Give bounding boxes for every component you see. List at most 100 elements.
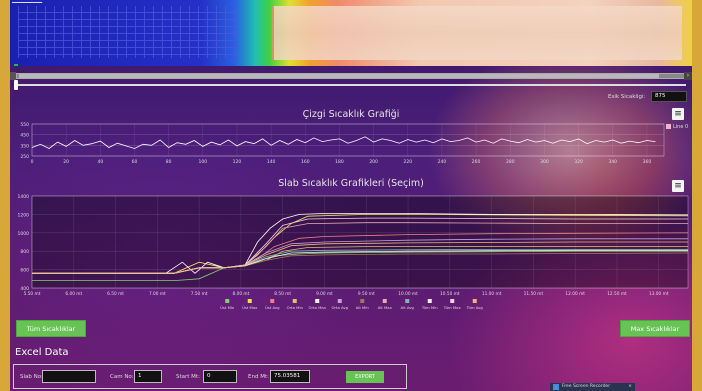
x-tick-label: 7.00 mt bbox=[149, 291, 166, 297]
x-tick-label: 200 bbox=[369, 159, 378, 165]
position-slider-track[interactable] bbox=[16, 84, 686, 86]
line-chart: 250 350 450 550 0 20 40 60 80 100 120 140 160 180 200 2… bbox=[20, 122, 665, 165]
start-mt-input[interactable]: 0 bbox=[203, 370, 237, 383]
x-tick-label: 320 bbox=[574, 159, 583, 165]
y-tick-label: 1000 bbox=[18, 231, 30, 237]
x-tick-label: 7.50 mt bbox=[191, 291, 208, 297]
legend-label: Tüm Min bbox=[421, 305, 438, 310]
x-tick-label: 10.00 mt bbox=[398, 291, 418, 297]
excel-data-panel: Slab No: Cam No: 1 Start Mt: 0 End Mt: 7… bbox=[13, 364, 407, 389]
x-tick-label: 180 bbox=[335, 159, 344, 165]
legend-label: Tüm Avg bbox=[466, 305, 484, 310]
x-tick-label: 8.50 mt bbox=[274, 291, 291, 297]
x-tick-label: 60 bbox=[132, 159, 138, 165]
slab-chart-title: Slab Sıcaklık Grafikleri (Seçim) bbox=[278, 178, 424, 189]
y-tick-label: 450 bbox=[20, 133, 29, 139]
cam-no-input[interactable]: 1 bbox=[134, 370, 162, 383]
max-sicakliklar-button[interactable]: Max Sıcaklıklar bbox=[620, 320, 690, 337]
recorder-close-icon[interactable]: × bbox=[628, 384, 632, 389]
recorder-label: Free Screen Recorder bbox=[562, 384, 611, 389]
x-tick-label: 12.00 mt bbox=[565, 291, 585, 297]
x-tick-label: 8.00 mt bbox=[233, 291, 250, 297]
legend-label: Orta Max bbox=[309, 305, 327, 310]
series-line bbox=[32, 213, 689, 274]
thermal-image[interactable]: ━━━━━━━━━━ bbox=[10, 0, 692, 66]
esik-input[interactable]: 875 bbox=[651, 91, 687, 102]
legend-label: Üst Max bbox=[242, 305, 258, 310]
series-line bbox=[32, 214, 689, 274]
legend-swatch bbox=[472, 299, 477, 303]
y-tick-label: 550 bbox=[20, 122, 29, 128]
start-mt-label: Start Mt: bbox=[176, 374, 200, 380]
line-chart-menu-icon[interactable]: ≡ bbox=[672, 108, 684, 120]
y-tick-label: 600 bbox=[20, 268, 29, 274]
legend-label: Alt Avg bbox=[401, 305, 415, 310]
y-tick-label: 1200 bbox=[18, 212, 30, 218]
thermal-label: ━━━━━━━━━━ bbox=[12, 0, 43, 6]
thermal-marker bbox=[14, 64, 18, 66]
horizontal-scrollbar[interactable] bbox=[16, 73, 686, 79]
app-window: ━━━━━━━━━━ › Esik Sicakligi: 875 Çizgi S… bbox=[10, 0, 692, 391]
thermal-grid-pattern bbox=[18, 6, 238, 58]
x-tick-label: 12.50 mt bbox=[607, 291, 627, 297]
legend-label: Orta Avg bbox=[331, 305, 348, 310]
plot-area bbox=[31, 195, 689, 289]
x-tick-label: 140 bbox=[267, 159, 276, 165]
screen-recorder-badge[interactable]: Free Screen Recorder × bbox=[550, 383, 635, 391]
y-tick-label: 800 bbox=[20, 249, 29, 255]
legend-swatch bbox=[360, 299, 365, 303]
x-tick-label: 0 bbox=[31, 159, 34, 165]
x-tick-label: 280 bbox=[506, 159, 515, 165]
legend-swatch bbox=[225, 299, 230, 303]
legend-label: Line 0 bbox=[673, 124, 689, 130]
legend-swatch bbox=[337, 299, 342, 303]
x-tick-label: 11.50 mt bbox=[524, 291, 544, 297]
line-chart-legend[interactable]: Line 0 bbox=[666, 124, 688, 130]
recorder-icon bbox=[553, 384, 559, 390]
legend-label: Alt Min bbox=[356, 305, 370, 310]
x-tick-label: 11.00 mt bbox=[482, 291, 502, 297]
legend-swatch bbox=[247, 299, 252, 303]
end-mt-label: End Mt: bbox=[248, 374, 269, 380]
series-line bbox=[31, 136, 656, 149]
scroll-right-button[interactable]: › bbox=[684, 72, 692, 80]
legend-swatch bbox=[666, 124, 671, 129]
scrollbar-thumb[interactable] bbox=[19, 74, 659, 78]
x-tick-label: 9.50 mt bbox=[358, 291, 375, 297]
legend-label: Orta Min bbox=[287, 305, 304, 310]
x-tick-label: 300 bbox=[540, 159, 549, 165]
x-tick-label: 100 bbox=[199, 159, 208, 165]
tum-sicakliklar-button[interactable]: Tüm Sıcaklıklar bbox=[16, 320, 86, 337]
scroll-left-button[interactable] bbox=[10, 72, 16, 80]
x-tick-label: 5.50 mt bbox=[24, 291, 41, 297]
x-tick-label: 9.00 mt bbox=[316, 291, 333, 297]
series-line bbox=[32, 241, 688, 274]
slab-chart: 400 600 800 1000 1200 1400 5.50 mt 6.00 mt 6.50 … bbox=[18, 194, 689, 310]
legend-label: Alt Max bbox=[378, 305, 393, 310]
x-tick-label: 40 bbox=[97, 159, 103, 165]
legend-swatch bbox=[382, 299, 387, 303]
x-tick-label: 220 bbox=[403, 159, 412, 165]
legend-swatch bbox=[270, 299, 275, 303]
legend-label: Üst Min bbox=[220, 305, 235, 310]
legend-swatch bbox=[405, 299, 410, 303]
end-mt-input[interactable]: 75.03581 bbox=[270, 370, 310, 383]
line-chart-title: Çizgi Sıcaklık Grafiği bbox=[302, 109, 400, 120]
position-slider-thumb[interactable] bbox=[14, 80, 18, 90]
y-tick-label: 400 bbox=[20, 286, 29, 292]
x-tick-label: 13.00 mt bbox=[649, 291, 669, 297]
legend-label: Üst Avg bbox=[265, 305, 280, 310]
plot-area bbox=[31, 123, 665, 157]
slab-no-label: Slab No: bbox=[20, 374, 43, 380]
y-tick-label: 250 bbox=[20, 154, 29, 160]
excel-data-title: Excel Data bbox=[15, 347, 69, 358]
export-button[interactable]: EXPORT bbox=[346, 371, 384, 383]
x-tick-label: 120 bbox=[233, 159, 242, 165]
legend-label: Tüm Max bbox=[443, 305, 462, 310]
legend-swatch bbox=[292, 299, 297, 303]
slab-chart-menu-icon[interactable]: ≡ bbox=[672, 180, 684, 192]
slab-no-input[interactable] bbox=[42, 370, 96, 383]
x-tick-label: 6.00 mt bbox=[65, 291, 82, 297]
esik-label: Esik Sicakligi: bbox=[608, 94, 646, 100]
legend-swatch bbox=[450, 299, 455, 303]
